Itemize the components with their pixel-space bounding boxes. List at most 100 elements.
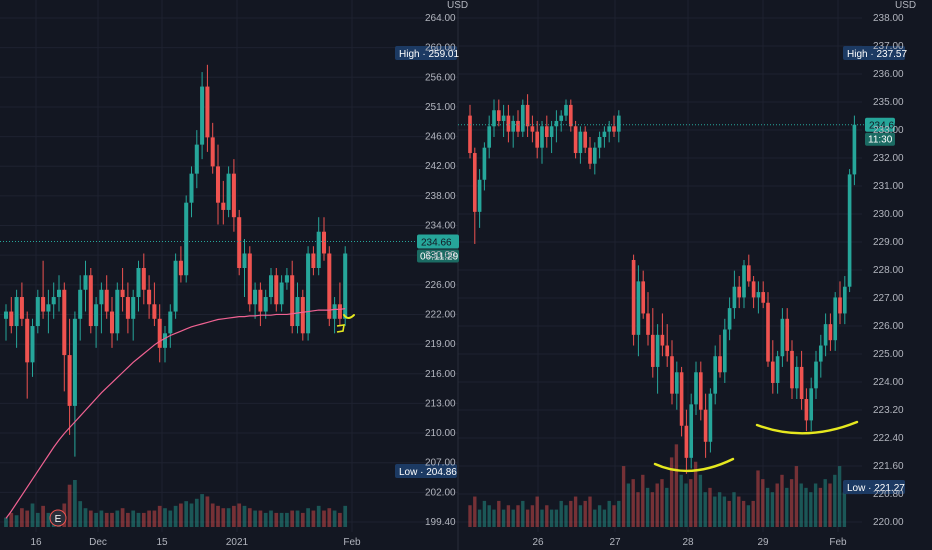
- volume-bar: [540, 509, 544, 527]
- candle-body: [780, 318, 785, 357]
- candle-body: [535, 131, 540, 148]
- volume-bar: [110, 512, 114, 527]
- candle-body: [46, 304, 51, 312]
- y-tick-label: 231.00: [873, 181, 904, 192]
- volume-bar: [722, 496, 727, 527]
- candle-body: [660, 334, 665, 346]
- candle-body: [838, 297, 842, 314]
- current-price-tag: [417, 234, 459, 249]
- volume-bar: [804, 487, 808, 527]
- candle-body: [72, 318, 77, 406]
- volume-bar: [530, 505, 535, 527]
- volume-bar: [20, 508, 24, 527]
- candle-body: [62, 289, 67, 356]
- volume-bar: [300, 512, 305, 527]
- volume-bar: [131, 510, 136, 527]
- volume-bar: [83, 508, 88, 527]
- x-tick-label: 29: [757, 537, 769, 548]
- current-price-tag: [865, 117, 895, 132]
- volume-bar: [482, 500, 487, 527]
- candle-body: [290, 275, 295, 327]
- volume-bar: [770, 492, 775, 527]
- volume-bar: [147, 510, 151, 527]
- high-label: High · 259.01: [399, 49, 459, 60]
- candle-body: [205, 86, 210, 138]
- y-tick-label: 234.00: [425, 221, 456, 232]
- volume-bar: [242, 505, 247, 527]
- volume-bar: [737, 496, 741, 527]
- volume-bar: [269, 510, 273, 527]
- candle-body: [742, 265, 746, 298]
- candle-body: [492, 110, 496, 127]
- candle-body: [215, 166, 221, 203]
- volume-bar: [617, 500, 621, 527]
- annotation-mark: [336, 324, 345, 333]
- candle-body: [468, 115, 472, 154]
- volume-bar: [290, 510, 295, 527]
- candle-body: [200, 86, 205, 145]
- axis-labels: 16 Dec 15 2021 Feb 26 27 28 29 Feb: [30, 537, 847, 548]
- candle-body: [670, 356, 674, 394]
- candle-body: [343, 253, 348, 319]
- volume-bar: [665, 487, 669, 527]
- countdown-tag: [417, 249, 459, 263]
- candle-body: [694, 372, 698, 405]
- volume-bar: [780, 474, 784, 527]
- candle-body: [147, 289, 152, 305]
- volume-bar: [163, 508, 167, 527]
- volume-bar: [799, 483, 803, 527]
- candle-body: [295, 297, 300, 327]
- candle-body: [231, 173, 236, 218]
- volume-bar: [674, 444, 679, 527]
- candle-body: [794, 366, 799, 389]
- volume-bar: [525, 509, 530, 527]
- y-tick-label: 224.00: [873, 377, 904, 388]
- candle-body: [703, 409, 708, 442]
- volume-bar: [708, 487, 712, 527]
- y-tick-label: 207.00: [425, 458, 456, 469]
- volume-bar: [765, 487, 770, 527]
- annotation-curve: [343, 314, 355, 319]
- volume-bar: [200, 494, 204, 527]
- volume-bar: [689, 479, 693, 527]
- volume-bar: [73, 480, 77, 527]
- candle-body: [306, 253, 311, 334]
- volume-bar: [173, 505, 178, 527]
- earnings-letter: E: [55, 514, 62, 525]
- volume-bar: [115, 510, 120, 527]
- candle-body: [168, 311, 173, 334]
- volume-bar: [78, 501, 83, 527]
- volume-bar: [823, 479, 827, 527]
- candle-body: [279, 282, 284, 305]
- candle-body: [770, 361, 775, 383]
- candle-body: [583, 131, 588, 148]
- volume-bar: [645, 487, 650, 527]
- candle-body: [506, 115, 511, 132]
- volume-bar: [263, 512, 268, 527]
- candle-body: [525, 104, 530, 127]
- candle-body: [242, 253, 247, 268]
- currency-label: USD: [447, 0, 468, 11]
- y-tick-label: 199.40: [425, 517, 456, 528]
- volume-bar: [322, 510, 326, 527]
- volume-bar: [189, 503, 194, 527]
- volume-bar: [311, 510, 316, 527]
- candle-body: [35, 297, 40, 327]
- candle-body: [544, 126, 549, 137]
- volume-bar: [641, 474, 645, 527]
- x-tick-label: 27: [609, 537, 621, 548]
- candle-body: [761, 292, 766, 303]
- candle-body: [284, 275, 289, 283]
- candle-body: [722, 329, 727, 373]
- x-tick-label: 28: [682, 537, 694, 548]
- low-tag: [843, 480, 905, 494]
- y-tick-label: 222.40: [873, 433, 904, 444]
- volume-bar: [813, 483, 818, 527]
- candle-body: [612, 126, 616, 132]
- candle-body: [698, 372, 703, 410]
- volume-bar: [99, 510, 104, 527]
- y-tick-label: 256.00: [425, 72, 456, 83]
- x-tick-label: 26: [532, 537, 544, 548]
- candle-body: [496, 110, 501, 121]
